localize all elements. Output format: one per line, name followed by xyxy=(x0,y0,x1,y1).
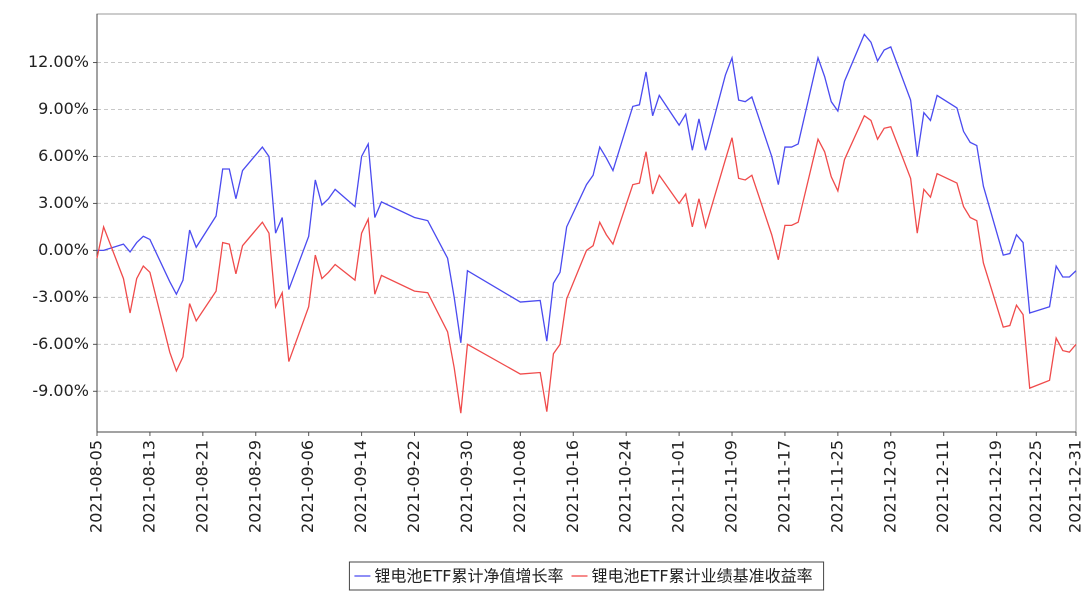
y-tick-label: 9.00% xyxy=(38,99,89,118)
x-tick-label: 2021-08-21 xyxy=(192,440,211,533)
x-tick-label: 2021-12-11 xyxy=(933,440,952,533)
x-tick-label: 2021-12-19 xyxy=(986,440,1005,533)
x-tick-label: 2021-11-09 xyxy=(722,440,741,533)
x-tick-label: 2021-12-31 xyxy=(1066,440,1085,533)
x-tick-label: 2021-08-29 xyxy=(245,440,264,533)
x-tick-label: 2021-11-17 xyxy=(774,440,793,533)
x-tick-label: 2021-12-25 xyxy=(1026,440,1045,533)
y-tick-label: 3.00% xyxy=(38,193,89,212)
y-tick-label: 12.00% xyxy=(28,52,89,71)
legend-label: 锂电池ETF累计业绩基准收益率 xyxy=(592,567,813,586)
x-tick-label: 2021-08-05 xyxy=(87,440,106,533)
x-tick-label: 2021-10-16 xyxy=(563,440,582,533)
x-tick-label: 2021-09-14 xyxy=(351,440,370,533)
x-tick-label: 2021-10-24 xyxy=(616,440,635,533)
y-tick-label: -3.00% xyxy=(32,287,89,306)
series-line xyxy=(96,114,1077,414)
y-tick-label: -6.00% xyxy=(32,334,89,353)
y-tick-label: 6.00% xyxy=(38,146,89,165)
x-tick-label: 2021-09-22 xyxy=(404,440,423,533)
legend-label: 锂电池ETF累计净值增长率 xyxy=(374,567,563,586)
y-tick-label: -9.00% xyxy=(32,381,89,400)
plot-frame xyxy=(96,13,1077,433)
x-tick-label: 2021-08-13 xyxy=(139,440,158,533)
x-tick-label: 2021-12-03 xyxy=(880,440,899,533)
x-tick-label: 2021-11-25 xyxy=(827,440,846,533)
x-tick-label: 2021-10-08 xyxy=(510,440,529,533)
x-tick-label: 2021-09-30 xyxy=(457,440,476,533)
series-line xyxy=(97,33,1077,343)
x-tick-label: 2021-11-01 xyxy=(669,440,688,533)
y-tick-label: 0.00% xyxy=(38,240,89,259)
x-tick-label: 2021-09-06 xyxy=(298,440,317,533)
legend: 锂电池ETF累计净值增长率 锂电池ETF累计业绩基准收益率 xyxy=(348,561,825,591)
